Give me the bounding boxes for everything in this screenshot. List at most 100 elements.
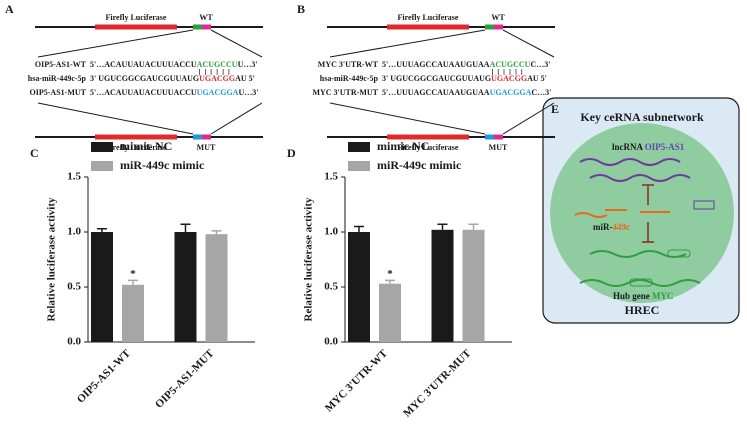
cell-label: HREC	[625, 303, 660, 317]
y-tick-label: 0.0	[324, 336, 338, 348]
sequence-name: hsa-miR-449c-5p	[320, 74, 379, 83]
site-b	[494, 134, 503, 140]
mirna-strand	[574, 209, 670, 218]
y-tick-label: 0.5	[67, 281, 81, 293]
legend-label: mimic NC	[120, 139, 172, 153]
legend-swatch	[91, 142, 113, 152]
panel-label: C	[30, 146, 39, 160]
sequence-part: UGACGG	[199, 74, 235, 83]
site-a	[193, 134, 202, 140]
luciferase-gene	[387, 134, 469, 140]
sequence-part: ACUGCCU	[490, 60, 531, 69]
site-label: MUT	[489, 143, 508, 152]
site-label: MUT	[197, 143, 216, 152]
mirna-label: miR-449c	[593, 222, 630, 232]
error-bar	[437, 223, 448, 230]
sequence-part: 3' UGUCGGCGAUCGUUAUG	[90, 74, 199, 83]
site-a	[485, 134, 494, 140]
site-a	[193, 24, 202, 30]
bar	[462, 229, 485, 342]
inhibition-arrow	[642, 184, 654, 243]
gene-label: Firefly Luciferase	[398, 143, 459, 152]
site-label: WT	[491, 13, 505, 22]
site-b	[202, 134, 211, 140]
lncrna-name: OIP5-AS1	[645, 142, 685, 152]
sequence-part: 5'…ACAUUAUACUUUACCU	[90, 88, 197, 97]
sequence-name: OIP5-AS1-WT	[35, 60, 87, 69]
y-tick-label: 1.5	[67, 171, 81, 183]
sequence-part: UGACGGA	[197, 88, 239, 97]
panel-label: A	[5, 2, 14, 16]
sequence: 3' UGUCGGCGAUCGUUAUGUGACGGAU 5'	[90, 74, 255, 83]
panel-label: E	[551, 102, 559, 116]
sequence: 5'…UUUAGCCAUAAUGUAAUGACGGAC…3'	[382, 88, 551, 97]
sequence-part: U…3'	[238, 88, 258, 97]
bar	[348, 232, 370, 342]
significance-mark: *	[387, 268, 393, 280]
y-tick-label: 1.0	[324, 226, 338, 238]
error-bar	[468, 223, 479, 230]
luciferase-gene	[95, 134, 177, 140]
gene-label: Firefly Luciferase	[398, 13, 459, 22]
zoom-lines	[329, 29, 555, 135]
sequence-part: 5'…UUUAGCCAUAAUGUAA	[382, 88, 490, 97]
site-b	[202, 24, 211, 30]
error-bar	[211, 230, 222, 235]
error-bar	[354, 225, 364, 232]
sequence-part: AU 5'	[235, 74, 255, 83]
sequence: 3' UGUCGGCGAUCGUUAUGUGACGGAU 5'	[382, 74, 547, 83]
legend-label: miR-449c mimic	[377, 158, 462, 172]
zoom-lines	[37, 29, 263, 135]
mirna-icon	[693, 200, 715, 210]
significance-mark: *	[130, 268, 136, 280]
bar	[122, 284, 144, 342]
lncrna-strand	[579, 158, 681, 166]
gene-label: Firefly Luciferase	[106, 13, 167, 22]
sequence: 5'…ACAUUAUACUUUACCUUGACGGAU…3'	[90, 88, 258, 97]
error-bar	[180, 223, 191, 232]
luciferase-gene	[95, 24, 177, 30]
y-tick-label: 0.5	[324, 281, 338, 293]
bar	[174, 232, 197, 342]
sequence-part: UGACGG	[491, 74, 527, 83]
sequence-name: OIP5-AS1-MUT	[30, 88, 87, 97]
sequence-part: U…3'	[238, 60, 258, 69]
hub-name: MYC	[652, 291, 674, 301]
bar	[379, 283, 401, 342]
luciferase-gene	[387, 24, 469, 30]
mrna-strand	[579, 279, 701, 287]
panel-e-title: Key ceRNA subnetwork	[580, 110, 704, 124]
x-tick-label: OIP5-AS1-MUT	[153, 347, 217, 411]
lncrna-prefix: lncRNA	[612, 142, 643, 152]
sequence-part: AU 5'	[527, 74, 547, 83]
cds-box	[667, 249, 691, 258]
y-tick-label: 0.0	[67, 336, 81, 348]
y-axis-label: Relative luciferase activity	[303, 197, 315, 322]
hub-label: Hub gene MYC	[613, 291, 674, 301]
legend-label: mimic NC	[377, 139, 429, 153]
sequence-part: ACUGCCU	[197, 60, 238, 69]
sequence-part: C…3'	[531, 88, 551, 97]
hub-prefix: Hub gene	[613, 291, 650, 301]
sequence-part: UGACGGA	[490, 88, 532, 97]
x-tick-label: OIP5-AS1-WT	[75, 347, 134, 406]
sequence-part: 3' UGUCGGCGAUCGUUAUG	[382, 74, 491, 83]
legend-swatch	[348, 161, 370, 171]
y-tick-label: 1.5	[324, 171, 338, 183]
x-tick-label: MYC 3'UTR-MUT	[401, 347, 474, 420]
x-tick-label: MYC 3'UTR-WT	[323, 347, 391, 415]
site-a	[485, 24, 494, 30]
sequence-name: hsa-miR-449c-5p	[28, 74, 87, 83]
site-label: WT	[199, 13, 213, 22]
sequence-name: MYC 3'UTR-WT	[318, 60, 379, 69]
site-b	[494, 24, 503, 30]
error-bar	[97, 227, 107, 232]
panel-label: B	[297, 2, 305, 16]
bar	[431, 229, 454, 342]
panel-label: D	[287, 146, 296, 160]
mirna-prefix: miR-	[593, 222, 613, 232]
bar	[205, 234, 228, 342]
legend-swatch	[348, 142, 370, 152]
error-bar	[385, 279, 395, 284]
